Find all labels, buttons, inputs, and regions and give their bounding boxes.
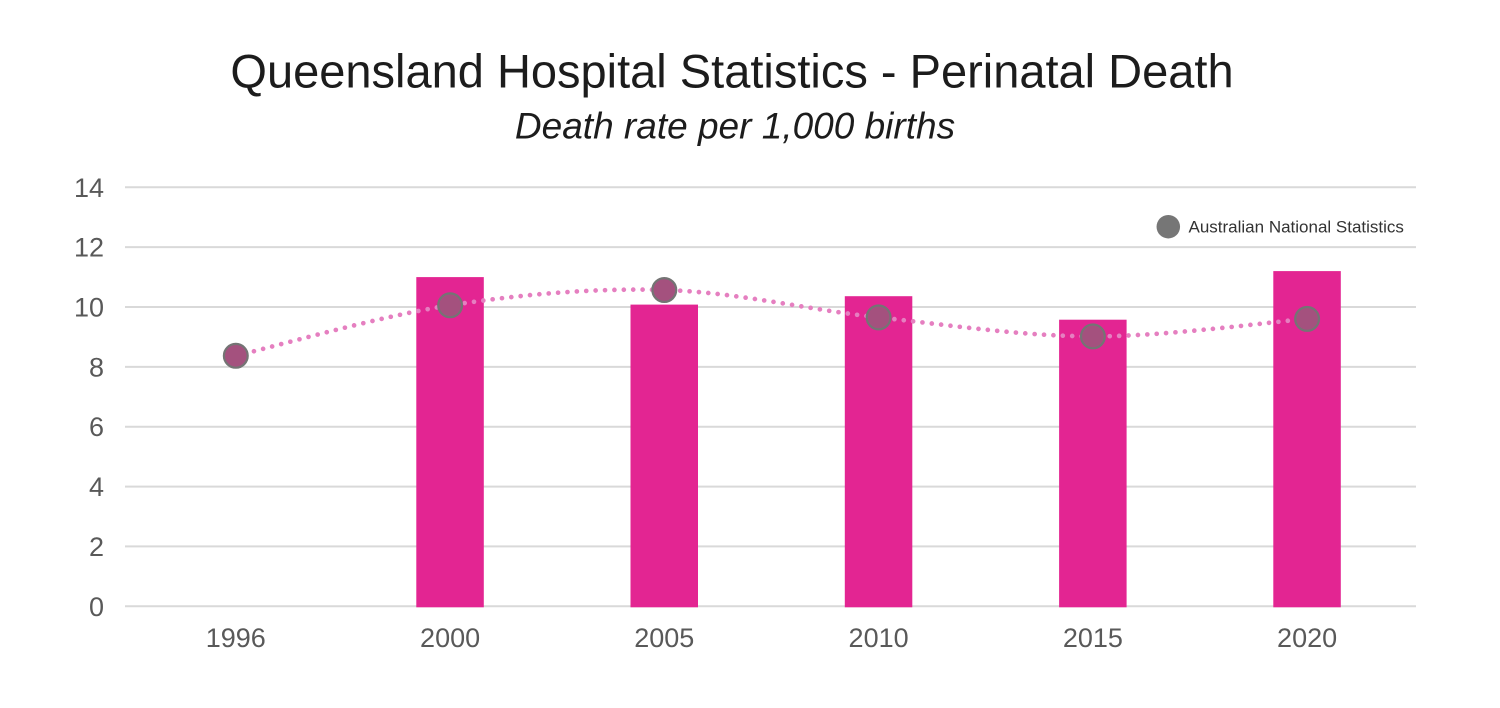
svg-text:2020: 2020 <box>1277 623 1337 653</box>
svg-text:2000: 2000 <box>420 623 480 653</box>
svg-text:2015: 2015 <box>1063 623 1123 653</box>
svg-text:2: 2 <box>89 532 104 562</box>
svg-text:Queensland Hospital Statistics: Queensland Hospital Statistics - Perinat… <box>230 45 1233 98</box>
svg-text:1996: 1996 <box>206 623 266 653</box>
svg-text:2010: 2010 <box>849 623 909 653</box>
svg-text:12: 12 <box>74 233 104 263</box>
svg-text:8: 8 <box>89 352 104 382</box>
svg-text:Australian National Statistics: Australian National Statistics <box>1189 218 1404 237</box>
svg-text:0: 0 <box>89 592 104 622</box>
svg-text:2005: 2005 <box>634 623 694 653</box>
svg-text:4: 4 <box>89 472 104 502</box>
svg-text:Death rate per 1,000 births: Death rate per 1,000 births <box>515 106 955 147</box>
svg-text:10: 10 <box>74 293 104 323</box>
svg-text:6: 6 <box>89 412 104 442</box>
svg-text:14: 14 <box>74 173 104 203</box>
